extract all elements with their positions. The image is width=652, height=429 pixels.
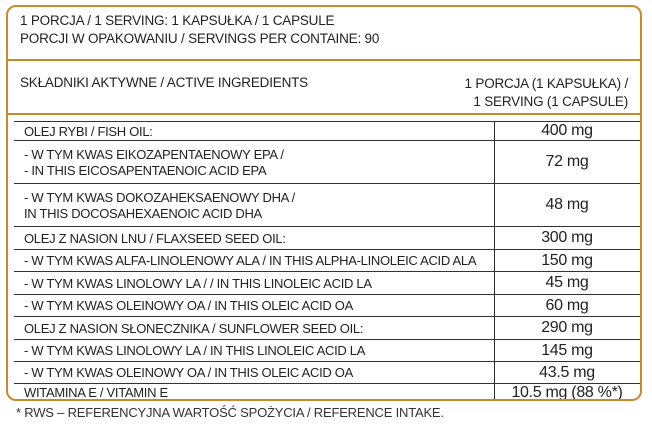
ingredient-row: - W TYM KWAS DOKOZAHEKSAENOWY DHA / IN T… <box>14 183 640 226</box>
ingredient-label: WITAMINA E / VITAMIN E <box>24 385 168 400</box>
ingredient-label: OLEJ Z NASION SŁONECZNIKA / SUNFLOWER SE… <box>24 320 364 336</box>
ingredient-amount: 60 mg <box>545 296 589 314</box>
footnote: * RWS – REFERENCYJNA WARTOŚĆ SPOŻYCIA / … <box>16 405 444 420</box>
ingredient-label: - IN THIS EICOSAPENTAENOIC ACID EPA <box>24 162 267 178</box>
column-header-serving: 1 PORCJA (1 KAPSUŁKA) / 1 SERVING (1 CAP… <box>464 75 629 111</box>
ingredient-label: OLEJ RYBI / FISH OIL: <box>24 123 153 139</box>
ingredient-row: - W TYM KWAS LINOLOWY LA / IN THIS LINOL… <box>14 339 640 361</box>
ingredient-label: - W TYM KWAS LINOLOWY LA / IN THIS LINOL… <box>24 343 366 358</box>
nutrition-table: 1 PORCJA / 1 SERVING: 1 KAPSUŁKA / 1 CAP… <box>6 5 642 401</box>
ingredient-amount: 300 mg <box>541 229 593 246</box>
column-header-divider <box>8 113 640 115</box>
serving-header: 1 PORCJA / 1 SERVING: 1 KAPSUŁKA / 1 CAP… <box>20 12 620 48</box>
ingredient-label: OLEJ Z NASION LNU / FLAXSEED SEED OIL: <box>24 230 286 246</box>
ingredient-label: - W TYM KWAS LINOLOWY LA / / IN THIS LIN… <box>24 275 372 291</box>
ingredient-row: OLEJ Z NASION SŁONECZNIKA / SUNFLOWER SE… <box>14 316 640 339</box>
column-header-serving-line1: 1 PORCJA (1 KAPSUŁKA) / <box>464 76 629 91</box>
ingredient-label: - W TYM KWAS ALFA-LINOLENOWY ALA / IN TH… <box>24 253 477 268</box>
column-divider <box>494 121 495 399</box>
serving-size: 1 PORCJA / 1 SERVING: 1 KAPSUŁKA / 1 CAP… <box>20 13 335 28</box>
ingredient-row: - W TYM KWAS LINOLOWY LA / / IN THIS LIN… <box>14 271 640 294</box>
ingredient-amount: 45 mg <box>545 274 589 291</box>
ingredient-row: OLEJ Z NASION LNU / FLAXSEED SEED OIL: 30… <box>14 226 640 249</box>
ingredient-amount: 400 mg <box>541 122 593 139</box>
ingredient-row: - W TYM KWAS EIKOZAPENTAENOWY EPA / - IN… <box>14 140 640 183</box>
ingredient-label: - W TYM KWAS EIKOZAPENTAENOWY EPA / <box>24 146 284 162</box>
header-divider <box>8 59 640 61</box>
servings-per-container: PORCJI W OPAKOWANIU / SERVINGS PER CONTA… <box>20 31 380 46</box>
ingredient-amount: 145 mg <box>541 341 593 359</box>
ingredient-label: - W TYM KWAS OLEINOWY OA / IN THIS OLEIC… <box>24 365 353 380</box>
ingredient-row: WITAMINA E / VITAMIN E 10.5 mg (88 %*) <box>14 383 640 401</box>
column-header-serving-line2: 1 SERVING (1 CAPSULE) <box>473 94 628 109</box>
ingredient-label: IN THIS DOCOSAHEXAENOIC ACID DHA <box>24 205 262 221</box>
ingredient-amount: 48 mg <box>545 196 589 213</box>
ingredient-amount: 43.5 mg <box>539 363 595 381</box>
ingredient-row: - W TYM KWAS OLEINOWY OA / IN THIS OLEIC… <box>14 361 640 383</box>
ingredient-amount: 10.5 mg (88 %*) <box>511 383 623 401</box>
ingredient-label: - W TYM KWAS DOKOZAHEKSAENOWY DHA / <box>24 189 295 205</box>
ingredient-label: - W TYM KWAS OLEINOWY OA / IN THIS OLEIC… <box>24 298 353 313</box>
ingredient-amount: 150 mg <box>541 251 593 269</box>
ingredient-amount: 72 mg <box>545 153 589 170</box>
ingredient-row: - W TYM KWAS ALFA-LINOLENOWY ALA / IN TH… <box>14 249 640 271</box>
ingredient-row: OLEJ RYBI / FISH OIL: 400 mg <box>14 121 640 140</box>
ingredient-row: - W TYM KWAS OLEINOWY OA / IN THIS OLEIC… <box>14 294 640 316</box>
ingredient-amount: 290 mg <box>541 319 593 336</box>
column-header-ingredients: SKŁADNIKI AKTYWNE / ACTIVE INGREDIENTS <box>20 75 308 90</box>
